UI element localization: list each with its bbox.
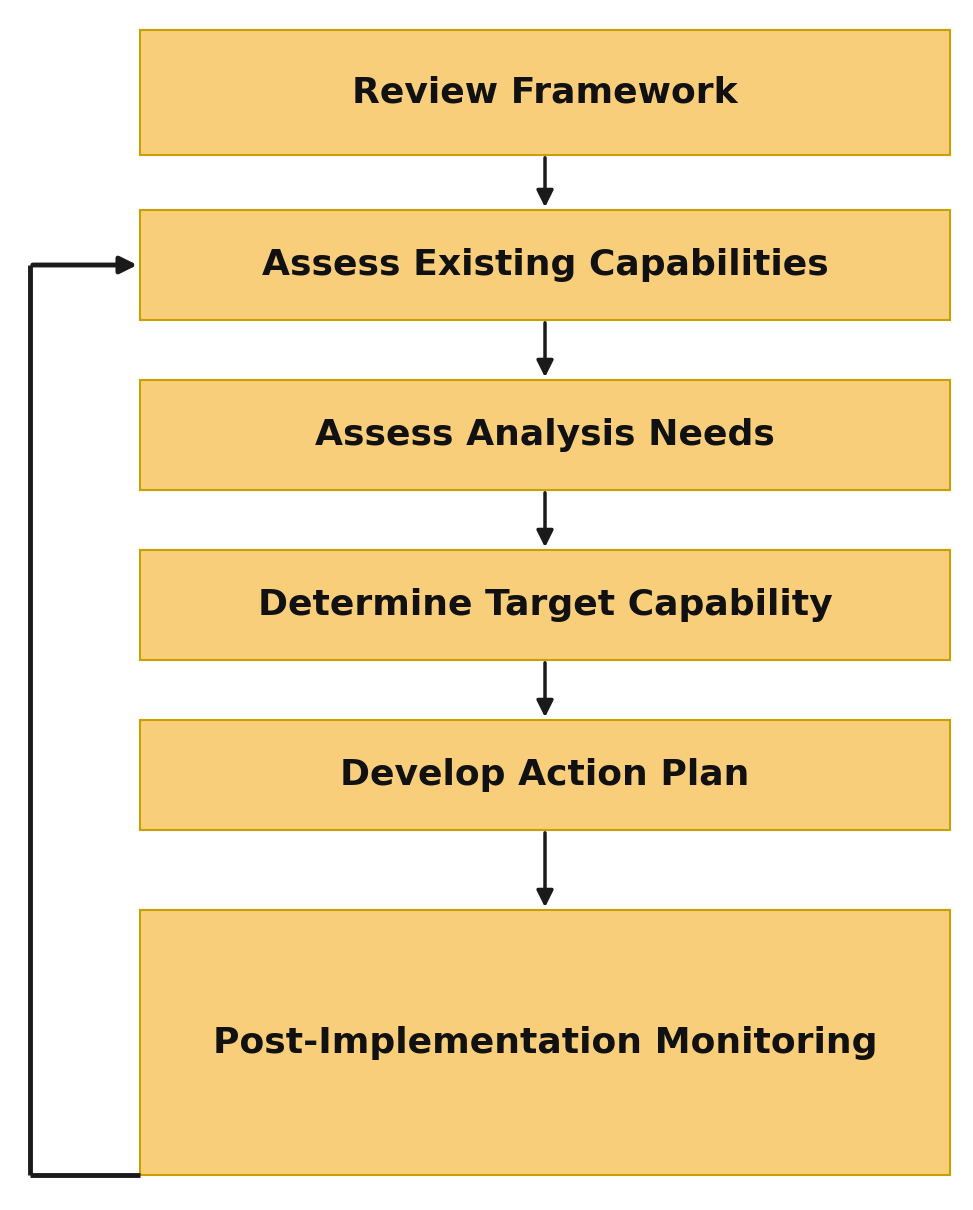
Text: Develop Action Plan: Develop Action Plan: [341, 757, 749, 793]
FancyBboxPatch shape: [140, 380, 950, 490]
FancyBboxPatch shape: [140, 910, 950, 1175]
FancyBboxPatch shape: [140, 30, 950, 155]
Text: Review Framework: Review Framework: [352, 75, 738, 109]
Text: Post-Implementation Monitoring: Post-Implementation Monitoring: [213, 1026, 878, 1060]
FancyBboxPatch shape: [140, 211, 950, 319]
Text: Assess Existing Capabilities: Assess Existing Capabilities: [262, 248, 828, 282]
Text: Assess Analysis Needs: Assess Analysis Needs: [315, 417, 775, 453]
FancyBboxPatch shape: [140, 720, 950, 830]
Text: Determine Target Capability: Determine Target Capability: [258, 588, 832, 622]
FancyBboxPatch shape: [140, 551, 950, 659]
